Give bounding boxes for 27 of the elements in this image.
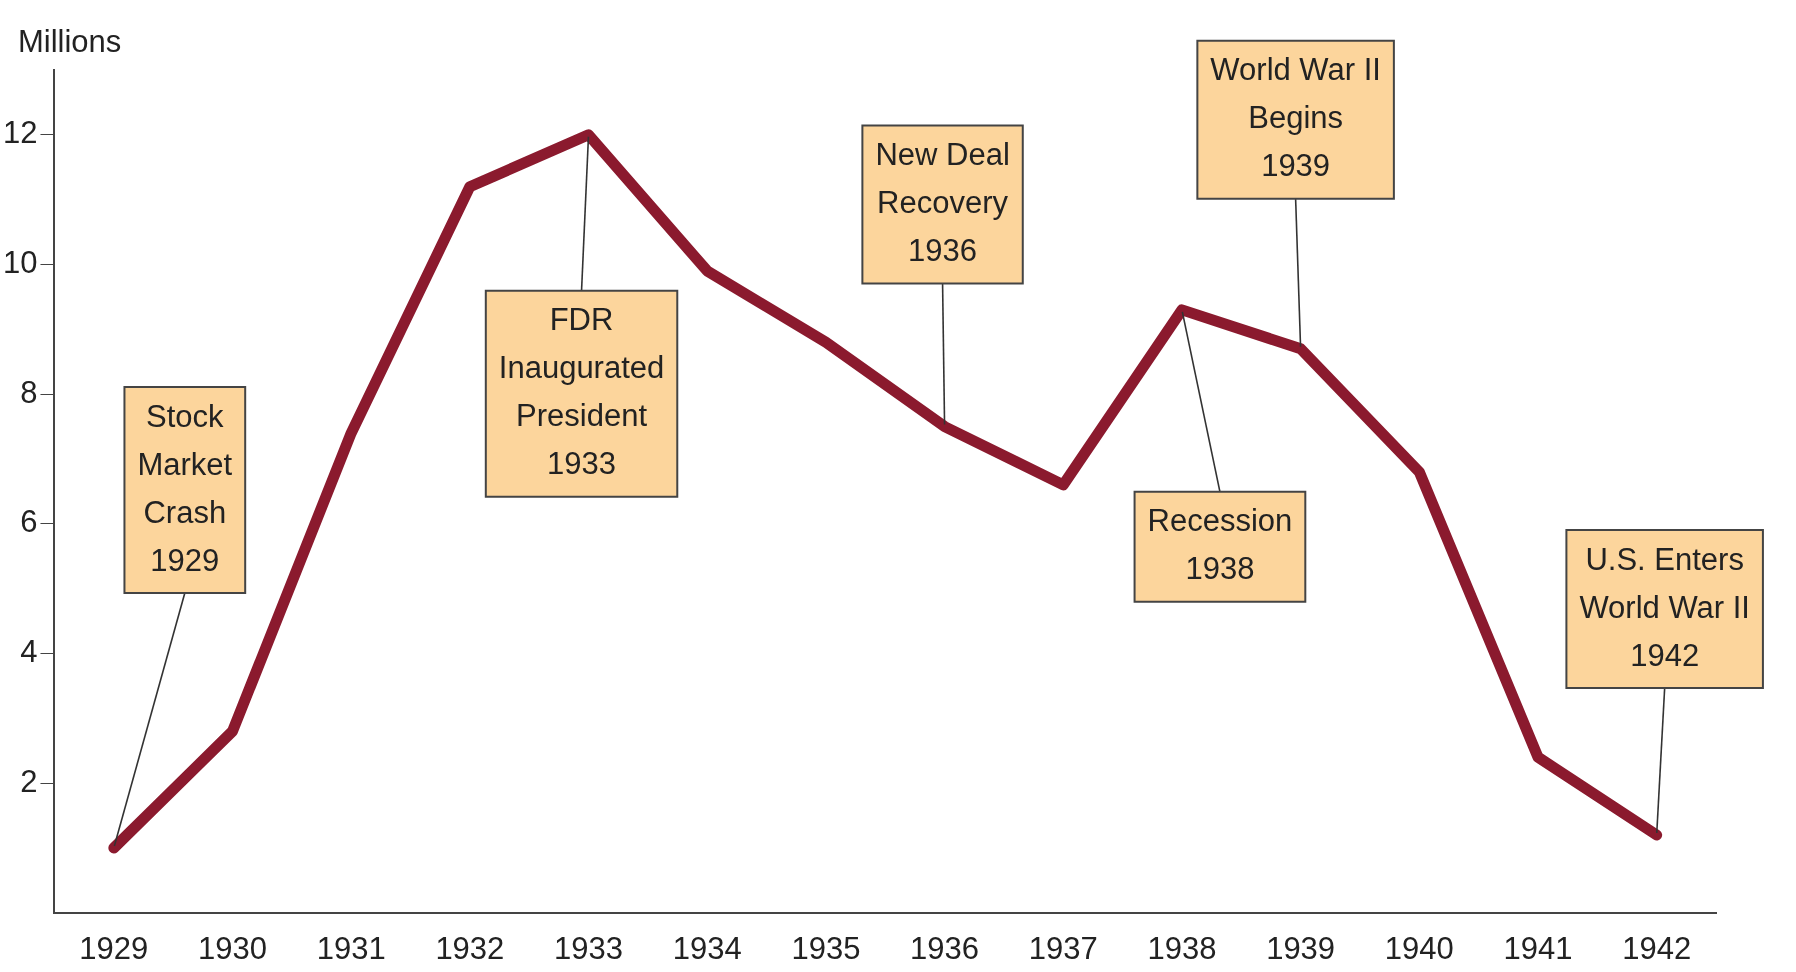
- y-tick-label: 10: [3, 245, 38, 281]
- x-tick-label: 1940: [1384, 930, 1454, 966]
- x-tick-label: 1932: [435, 930, 505, 966]
- annotation: New Deal Recovery 1936: [875, 137, 1010, 269]
- x-tick-label: 1937: [1028, 930, 1098, 966]
- y-tick-label: 4: [20, 634, 38, 670]
- annotation: World War II Begins 1939: [1210, 52, 1381, 184]
- x-tick-label: 1933: [554, 930, 624, 966]
- annotation: U.S. Enters World War II 1942: [1579, 541, 1750, 673]
- x-tick-label: 1934: [672, 930, 742, 966]
- x-tick-label: 1936: [910, 930, 980, 966]
- annotation: Stock Market Crash 1929: [137, 398, 233, 578]
- y-tick-label: 2: [20, 763, 38, 799]
- x-tick-label: 1931: [316, 930, 386, 966]
- x-tick-label: 1939: [1266, 930, 1336, 966]
- x-tick-label: 1929: [79, 930, 149, 966]
- y-tick-label: 6: [20, 504, 38, 540]
- y-axis-title: Millions: [18, 24, 122, 60]
- y-tick-label: 8: [20, 374, 38, 410]
- x-tick-label: 1938: [1147, 930, 1217, 966]
- x-tick-label: 1935: [791, 930, 861, 966]
- x-tick-label: 1941: [1503, 930, 1573, 966]
- x-tick-label: 1942: [1622, 930, 1692, 966]
- y-tick-label: 12: [3, 115, 38, 151]
- annotation: Recession 1938: [1147, 503, 1293, 587]
- annotation: FDR Inaugurated President 1933: [498, 302, 665, 482]
- x-tick-label: 1930: [198, 930, 267, 966]
